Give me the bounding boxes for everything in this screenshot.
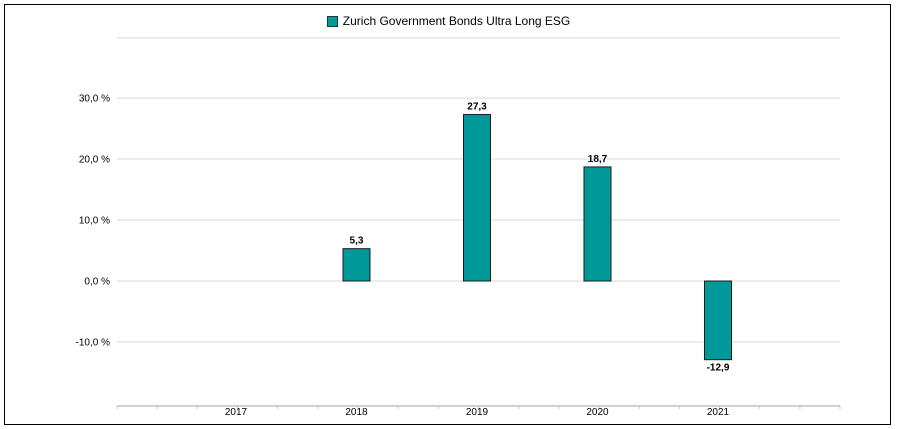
chart-frame [4,4,891,425]
x-tick-label: 2018 [345,407,368,418]
x-tick-label: 2017 [225,407,248,418]
x-tick-label: 2020 [586,407,609,418]
bar [583,166,612,282]
legend: Zurich Government Bonds Ultra Long ESG [0,14,897,30]
y-tick-label: 30,0 % [79,94,110,105]
bar [704,280,732,361]
legend-swatch [326,15,338,27]
legend-label: Zurich Government Bonds Ultra Long ESG [342,14,571,28]
data-label: -12,9 [707,363,730,374]
data-label: 18,7 [588,154,608,165]
x-tick-label: 2021 [707,407,730,418]
y-tick-label: 0,0 % [84,277,110,288]
legend-item: Zurich Government Bonds Ultra Long ESG [326,14,571,28]
bar [342,248,371,282]
y-tick-label: 10,0 % [79,216,110,227]
data-label: 5,3 [350,236,364,247]
data-label: 27,3 [467,101,487,112]
x-tick-label: 2019 [466,407,489,418]
y-tick-label: 20,0 % [79,155,110,166]
y-tick-label: -10,0 % [76,338,111,349]
bar [463,113,491,282]
